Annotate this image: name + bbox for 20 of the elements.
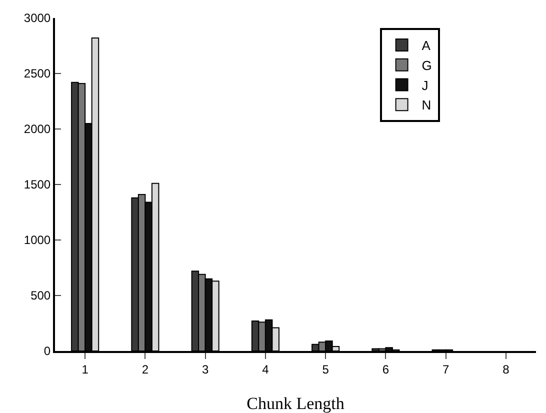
y-tick-label: 2000 [24,122,51,136]
x-axis-title: Chunk Length [246,394,345,413]
x-tick-label: 2 [142,362,149,376]
y-tick-label: 1500 [24,178,51,192]
legend-label: A [422,38,431,54]
legend-label: J [422,78,428,93]
x-tick-label: 5 [322,362,330,376]
y-tick-label: 500 [30,288,51,303]
x-tick-label: 4 [262,362,270,376]
x-tick-label: 3 [202,362,209,376]
y-tick-label: 1000 [24,233,51,248]
x-tick-label: 8 [502,362,510,376]
y-tick-label: 0 [44,344,51,358]
x-tick-label: 7 [442,362,450,376]
x-tick-label: 6 [382,362,390,376]
y-tick-label: 2500 [24,66,51,81]
y-tick-label: 3000 [24,11,51,26]
x-tick-label: 1 [82,362,89,376]
legend-label: N [422,98,432,113]
legend-label: G [422,58,432,73]
